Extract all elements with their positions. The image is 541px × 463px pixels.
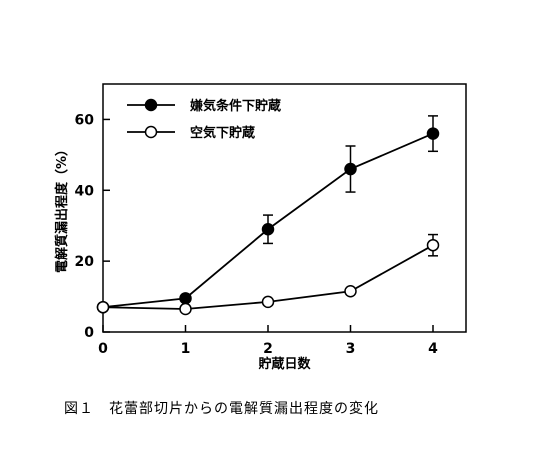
data-point: [261, 295, 275, 309]
legend-marker: [144, 98, 158, 112]
x-tick-label: 1: [181, 341, 191, 357]
x-axis-title: 貯蔵日数: [258, 356, 311, 372]
legend-label: 空気下貯蔵: [190, 125, 255, 141]
data-point: [96, 300, 110, 314]
data-point: [344, 162, 357, 176]
series-group: [96, 115, 440, 316]
series-1: [96, 115, 440, 314]
y-axis: 0 20 40 60: [75, 112, 110, 341]
plot-frame: [102, 83, 467, 333]
legend-marker: [144, 125, 158, 139]
x-tick-label: 3: [346, 341, 356, 357]
data-point: [426, 238, 440, 252]
y-tick-label: 20: [75, 254, 95, 270]
data-point: [426, 127, 440, 140]
x-axis: 0 1 2 3 4: [98, 325, 438, 357]
data-point: [179, 292, 192, 305]
data-point: [344, 285, 357, 298]
y-tick-label: 60: [75, 112, 95, 128]
data-point: [261, 223, 275, 236]
y-tick-label: 0: [84, 325, 94, 341]
legend-label: 嫌気条件下貯蔵: [189, 98, 281, 114]
series-2: [96, 233, 440, 316]
figure-caption: 図１ 花蕾部切片からの電解質漏出程度の変化: [64, 401, 379, 417]
x-tick-label: 2: [263, 341, 273, 357]
x-tick-label: 0: [98, 341, 108, 357]
y-tick-label: 40: [75, 183, 95, 199]
data-point: [179, 302, 192, 316]
x-tick-label: 4: [428, 341, 438, 357]
y-axis-title: 電解質漏出程度（%）: [54, 143, 70, 273]
